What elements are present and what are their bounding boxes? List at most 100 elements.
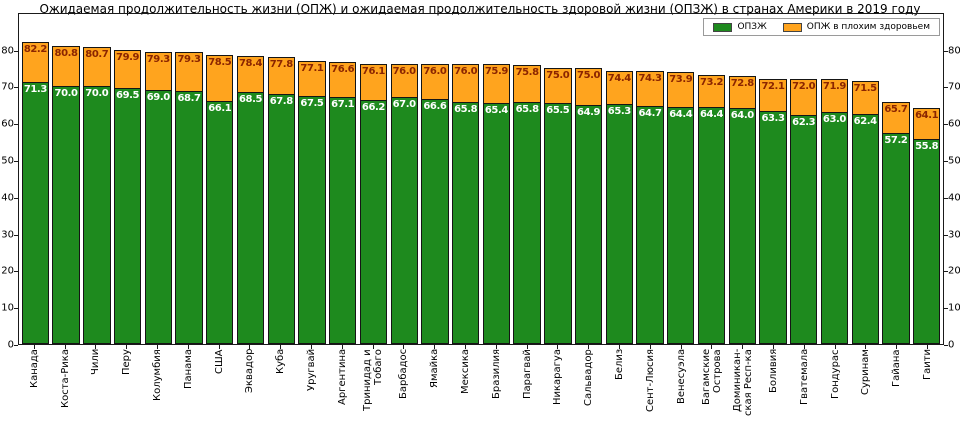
x-label-Гайана: Гайана — [891, 349, 903, 387]
segment-healthy: 68.7 — [175, 91, 203, 344]
y-tick-left: 40 — [1, 192, 14, 204]
x-tick-mark — [434, 345, 436, 349]
segment-poor-health: 71.9 — [820, 79, 849, 112]
total-value-label: 79.9 — [116, 52, 140, 63]
healthy-value-label: 66.2 — [361, 102, 385, 113]
x-label-Сальвадор: Сальвадор — [583, 349, 595, 406]
segment-healthy: 65.8 — [451, 102, 480, 344]
x-tick-mark — [126, 345, 128, 349]
segment-poor-health: 79.9 — [113, 50, 142, 88]
y-tick-right: 50 — [948, 155, 960, 167]
segment-poor-health: 73.2 — [697, 75, 726, 107]
x-tick-mark — [33, 345, 35, 349]
x-tick-mark — [372, 345, 374, 349]
x-label-Аргентина: Аргентина — [336, 349, 348, 406]
legend-entry-opzh: ОПЗЖ — [713, 22, 767, 32]
bar-slot: 75.0 65.5 — [542, 14, 573, 344]
total-value-label: 80.8 — [54, 48, 78, 59]
x-tick-mark — [341, 345, 343, 349]
segment-healthy: 64.9 — [574, 105, 603, 344]
healthy-value-label: 66.1 — [208, 103, 232, 114]
bar-slot: 72.0 62.3 — [788, 14, 819, 344]
x-tick-mark — [927, 345, 928, 349]
x-label-slot: Ямайка — [419, 345, 450, 425]
bar-Аргентина: 76.6 67.1 — [329, 62, 357, 344]
segment-healthy: 70.0 — [52, 86, 80, 344]
y-tick-right: 80 — [948, 45, 960, 57]
healthy-value-label: 68.7 — [177, 93, 201, 104]
y-tick-mark-left — [14, 124, 18, 126]
x-label-Белиз: Белиз — [614, 349, 626, 381]
y-tick-right: 30 — [948, 229, 960, 241]
x-label-Колумбия: Колумбия — [152, 349, 164, 401]
healthy-value-label: 63.3 — [761, 113, 785, 124]
bars-container: 82.2 71.3 80.8 70.0 80.7 70.0 79.9 69.5 79.3 69.0… — [19, 14, 943, 344]
segment-poor-health: 72.8 — [728, 76, 756, 108]
x-tick-mark — [157, 345, 159, 349]
bar-Гайана: 65.7 57.2 — [882, 102, 910, 344]
segment-healthy: 65.3 — [605, 104, 633, 344]
legend-label-opzh: ОПЗЖ — [737, 22, 767, 32]
x-label-slot: Гайана — [881, 345, 912, 425]
segment-healthy: 71.3 — [21, 82, 50, 344]
healthy-value-label: 57.2 — [884, 135, 908, 146]
y-tick-right: 10 — [948, 302, 960, 314]
total-value-label: 75.0 — [546, 70, 570, 81]
x-label-slot: Венесуэла — [666, 345, 697, 425]
x-label-slot: Белиз — [604, 345, 635, 425]
total-value-label: 64.1 — [915, 110, 939, 121]
segment-poor-health: 76.6 — [329, 62, 357, 97]
bar-slot: 80.7 70.0 — [81, 14, 112, 344]
segment-healthy: 66.1 — [206, 101, 234, 344]
bar-Барбадос: 76.0 67.0 — [390, 64, 418, 344]
x-tick-mark — [403, 345, 405, 349]
bar-slot: 65.7 57.2 — [881, 14, 912, 344]
x-label-Доминикан-: Доминикан- ская Респ-ка — [731, 349, 754, 416]
chart-title: Ожидаемая продолжительность жизни (ОПЖ) … — [39, 2, 921, 16]
bar-Мексика: 76.0 65.8 — [451, 64, 480, 344]
y-tick-left: 60 — [1, 118, 14, 130]
bar-slot: 76.0 66.6 — [420, 14, 451, 344]
y-tick-mark-left — [14, 197, 18, 199]
y-tick-left: 30 — [1, 229, 14, 241]
bar-Уругвай: 77.1 67.5 — [298, 61, 326, 344]
x-label-slot: Гондурас — [820, 345, 851, 425]
y-tick-mark-right — [944, 124, 948, 126]
total-value-label: 82.2 — [23, 44, 47, 55]
bar-slot: 79.9 69.5 — [112, 14, 143, 344]
legend-swatch-orange-icon — [782, 22, 802, 32]
bar-Панама: 79.3 68.7 — [175, 52, 203, 344]
segment-healthy: 65.4 — [482, 103, 511, 344]
x-tick-mark — [526, 345, 528, 349]
x-label-Гватемала: Гватемала — [798, 349, 810, 406]
x-label-slot: Парагвай — [512, 345, 543, 425]
bar-Гондурас: 71.9 63.0 — [820, 79, 849, 344]
x-tick-mark — [218, 345, 220, 349]
x-tick-mark — [64, 345, 66, 349]
segment-healthy: 62.3 — [790, 115, 818, 344]
y-tick-mark-right — [944, 50, 948, 52]
segment-poor-health: 82.2 — [21, 42, 50, 82]
x-label-Панама: Панама — [182, 349, 194, 389]
segment-poor-health: 77.1 — [298, 61, 326, 96]
y-tick-mark-left — [14, 345, 18, 346]
healthy-value-label: 64.4 — [669, 109, 693, 120]
total-value-label: 75.8 — [515, 67, 539, 78]
healthy-value-label: 70.0 — [54, 88, 78, 99]
x-tick-mark — [896, 345, 898, 349]
healthy-value-label: 68.5 — [238, 94, 263, 105]
total-value-label: 74.3 — [638, 73, 662, 84]
bar-Боливия: 72.1 63.3 — [759, 79, 787, 344]
segment-healthy: 57.2 — [882, 133, 910, 344]
bar-США: 78.5 66.1 — [206, 55, 234, 344]
bar-slot: 80.8 70.0 — [51, 14, 82, 344]
bar-slot: 76.0 65.8 — [450, 14, 481, 344]
healthy-value-label: 62.4 — [853, 116, 877, 127]
total-value-label: 75.0 — [577, 70, 601, 81]
x-label-slot: Мексика — [450, 345, 481, 425]
x-tick-mark — [311, 345, 313, 349]
x-label-Перу: Перу — [121, 349, 133, 375]
bar-Чили: 80.7 70.0 — [83, 47, 111, 344]
bar-slot: 78.5 66.1 — [204, 14, 235, 344]
x-label-Сент-Люсия: Сент-Люсия — [644, 349, 656, 413]
